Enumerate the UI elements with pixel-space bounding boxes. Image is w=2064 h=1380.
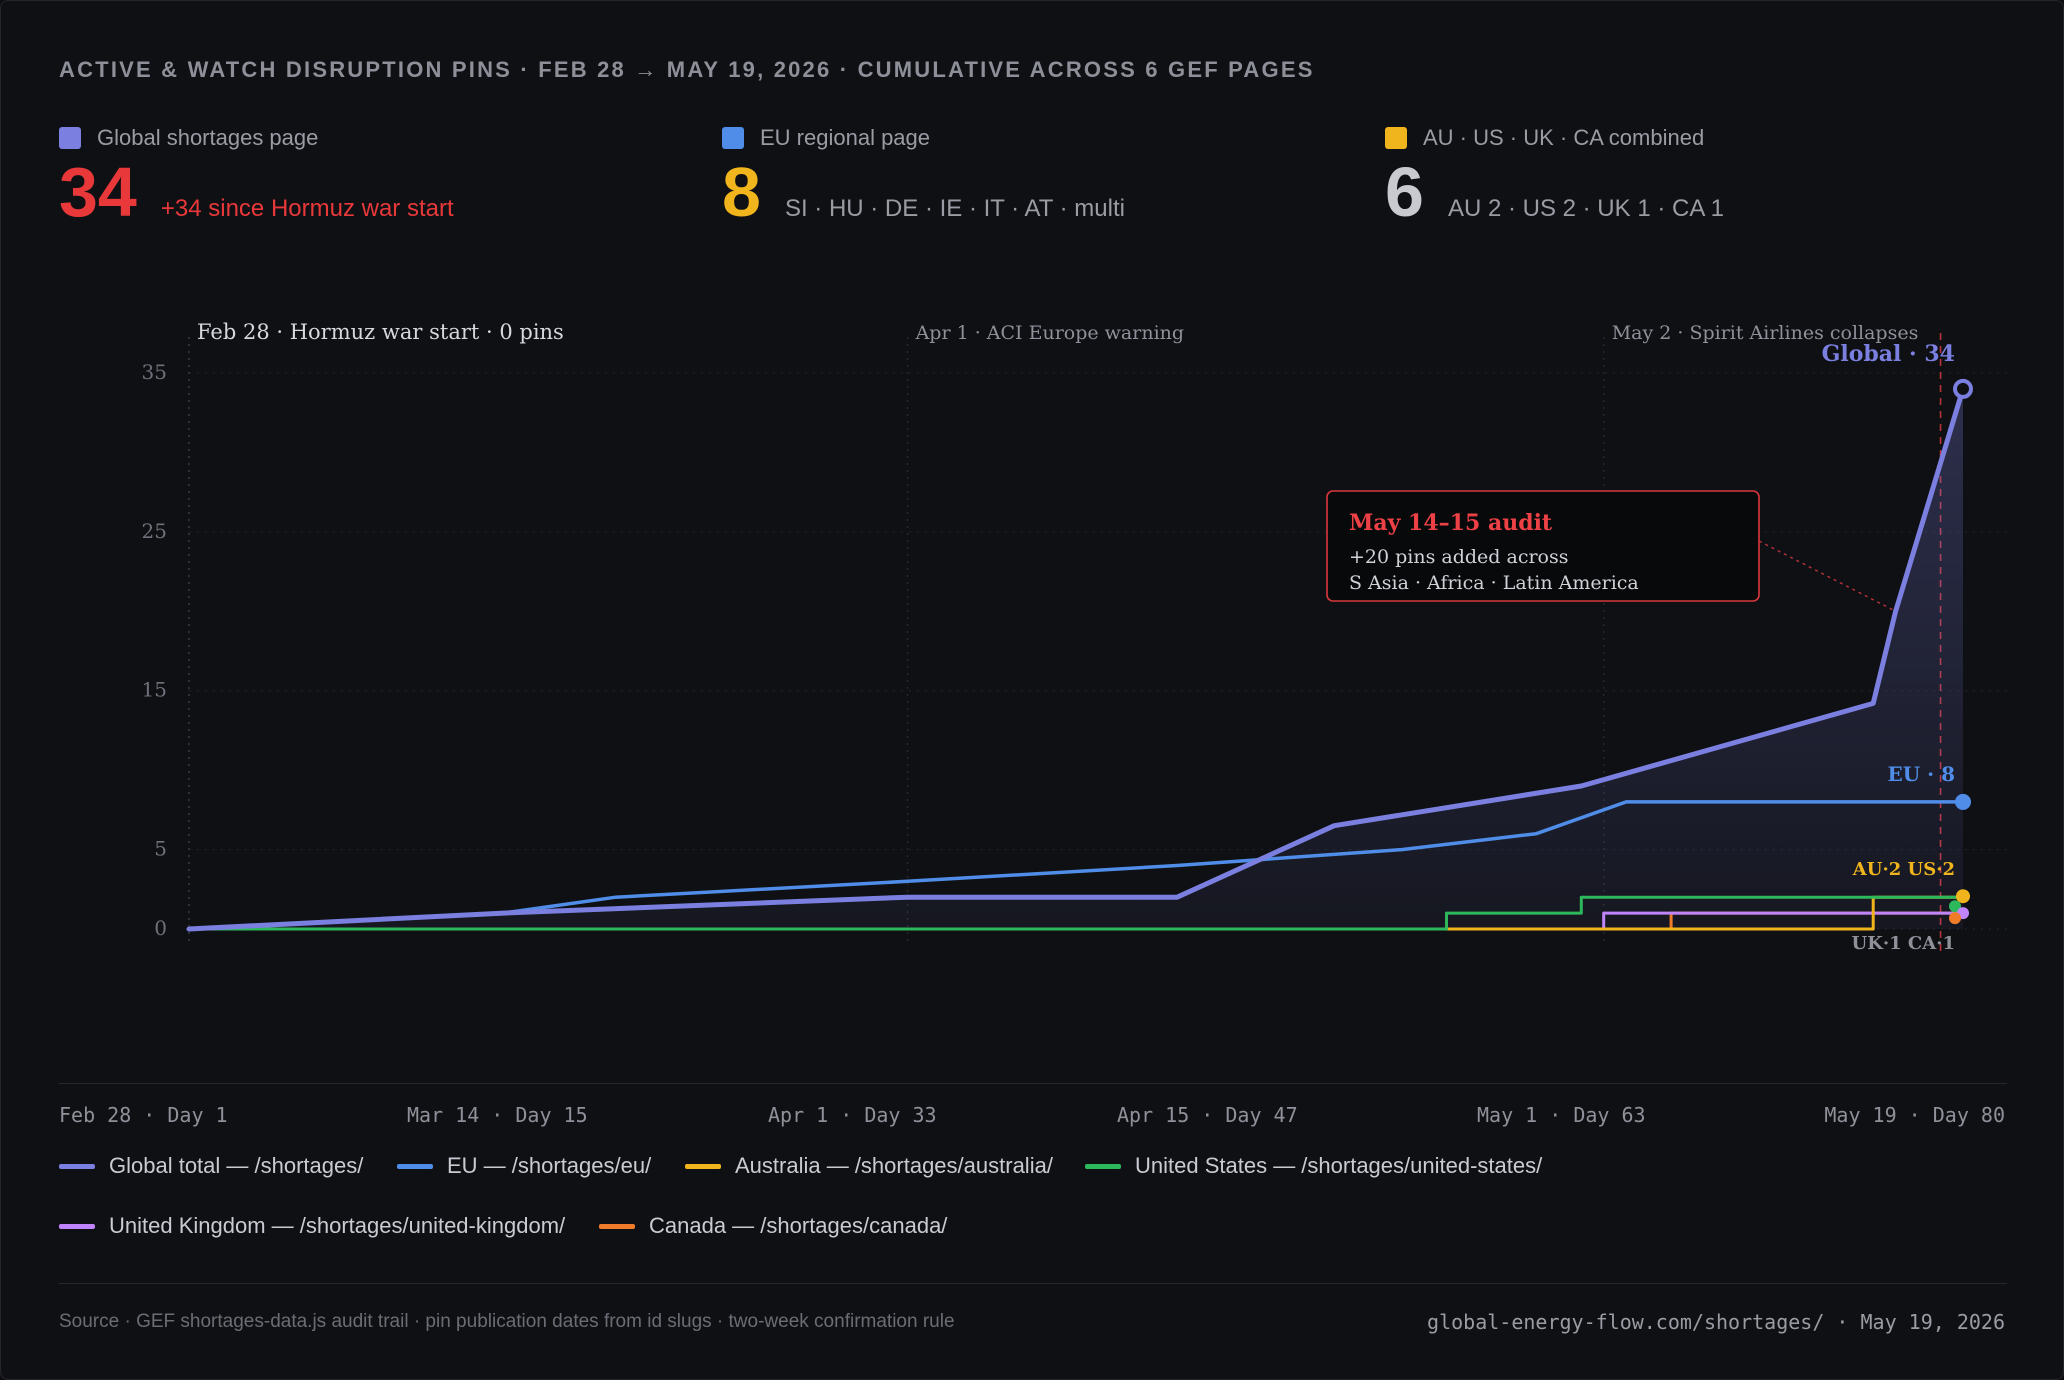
event-label: Feb 28 · Hormuz war start · 0 pins xyxy=(197,320,564,344)
legend-label: United Kingdom — /shortages/united-kingd… xyxy=(109,1213,566,1238)
stat-note: AU 2 · US 2 · UK 1 · CA 1 xyxy=(1447,195,1725,222)
australia-end-point xyxy=(1956,889,1970,904)
united-states-series-line xyxy=(187,895,1965,931)
eu-end-point xyxy=(1955,793,1971,810)
legend-label: Australia — /shortages/australia/ xyxy=(735,1153,1053,1178)
y-tick-label: 35 xyxy=(142,360,167,384)
stat-label: EU regional page xyxy=(760,125,931,150)
legend-item-australia: Australia — /shortages/australia/ xyxy=(685,1153,1053,1179)
united-states-end-point xyxy=(1949,900,1961,913)
footer-divider xyxy=(59,1283,2007,1284)
legend-item-united-states: United States — /shortages/united-states… xyxy=(1085,1153,1542,1179)
uk-ca-end-label: UK·1 CA·1 xyxy=(1852,933,1955,954)
source-note: Source · GEF shortages-data.js audit tra… xyxy=(59,1311,955,1332)
axis-divider xyxy=(59,1083,2007,1084)
x-tick-label: May 1 · Day 63 xyxy=(1477,1103,1646,1127)
legend-item-united-kingdom: United Kingdom — /shortages/united-kingd… xyxy=(59,1213,565,1239)
annotation-title: May 14–15 audit xyxy=(1349,510,1553,536)
legend-item-global: Global total — /shortages/ xyxy=(59,1153,363,1179)
x-tick-label: May 19 · Day 80 xyxy=(1824,1103,2005,1127)
legend-line xyxy=(685,1163,721,1169)
legend-item-eu: EU — /shortages/eu/ xyxy=(397,1153,651,1179)
stat-label: AU · US · UK · CA combined xyxy=(1423,125,1705,150)
annotation-line: +20 pins added across xyxy=(1349,546,1569,568)
stat-value: 6 xyxy=(1385,153,1424,231)
canada-end-point xyxy=(1949,912,1961,925)
annotation-leader-line xyxy=(1758,540,1896,612)
stat-label: Global shortages page xyxy=(97,125,319,150)
eu-series-line xyxy=(187,800,1965,931)
legend-line xyxy=(1085,1163,1121,1169)
legend-label: Canada — /shortages/canada/ xyxy=(649,1213,948,1238)
event-label: May 2 · Spirit Airlines collapses xyxy=(1612,322,1919,344)
global-series-line xyxy=(186,386,1966,932)
line-chart: 0 5 15 25 35 Feb 28 · Hormuz war start · 0 pi… xyxy=(142,320,2008,954)
legend-line xyxy=(59,1223,95,1229)
stat-global: Global shortages page 34 +34 since Hormu… xyxy=(59,125,454,227)
y-tick-label: 0 xyxy=(154,916,167,940)
legend-item-canada: Canada — /shortages/canada/ xyxy=(599,1213,947,1239)
x-tick-label: Feb 28 · Day 1 xyxy=(59,1103,228,1127)
stat-swatch xyxy=(1385,127,1407,149)
x-tick-label: Mar 14 · Day 15 xyxy=(407,1103,588,1127)
stat-eu: EU regional page 8 SI · HU · DE · IE · I… xyxy=(722,125,1125,227)
annotation-line: S Asia · Africa · Latin America xyxy=(1349,572,1639,594)
stat-national: AU · US · UK · CA combined 6 AU 2 · US 2… xyxy=(1385,125,1724,227)
global-area-fill xyxy=(189,388,1963,929)
au-us-end-label: AU·2 US·2 xyxy=(1852,859,1955,880)
eu-end-label: EU · 8 xyxy=(1888,762,1956,786)
y-tick-label: 5 xyxy=(154,837,167,861)
legend-label: EU — /shortages/eu/ xyxy=(447,1153,652,1178)
legend-label: United States — /shortages/united-states… xyxy=(1135,1153,1543,1178)
legend-label: Global total — /shortages/ xyxy=(109,1153,364,1178)
x-tick-label: Apr 1 · Day 33 xyxy=(768,1103,937,1127)
stat-swatch xyxy=(59,127,81,149)
stat-note: +34 since Hormuz war start xyxy=(160,195,454,222)
stat-value: 34 xyxy=(59,153,137,231)
legend-line xyxy=(59,1163,95,1169)
annotation-box xyxy=(1326,490,1760,602)
legend-line xyxy=(599,1223,635,1229)
chart-title: ACTIVE & WATCH DISRUPTION PINS · FEB 28 … xyxy=(59,57,1315,82)
x-tick-label: Apr 15 · Day 47 xyxy=(1117,1103,1298,1127)
stat-swatch xyxy=(722,127,744,149)
y-tick-label: 25 xyxy=(142,519,167,543)
event-label: Apr 1 · ACI Europe warning xyxy=(915,322,1184,344)
y-tick-label: 15 xyxy=(142,678,167,702)
global-end-label: Global · 34 xyxy=(1822,341,1955,367)
stat-value: 8 xyxy=(722,153,761,231)
legend-line xyxy=(397,1163,433,1169)
site-url: global-energy-flow.com/shortages/ · May … xyxy=(1427,1310,2005,1334)
stat-note: SI · HU · DE · IE · IT · AT · multi xyxy=(784,195,1125,222)
global-end-point xyxy=(1953,378,1973,399)
